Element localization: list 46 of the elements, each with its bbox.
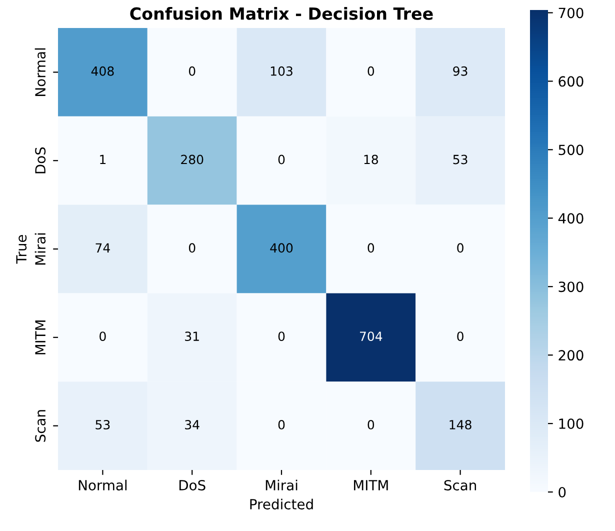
data-label: 0: [457, 332, 464, 342]
data-label: 0: [368, 243, 374, 253]
data-label: 0: [188, 243, 196, 253]
data-label: 704: [360, 332, 382, 342]
color-bar-label: 0: [558, 486, 566, 498]
color-bar-label: 400: [558, 213, 584, 224]
y-tick-label: DoS: [35, 147, 46, 174]
data-label: 0: [278, 420, 285, 430]
color-bar-label: 300: [558, 282, 584, 292]
data-label: 0: [368, 420, 374, 430]
data-label: 0: [188, 66, 196, 76]
data-label: 103: [270, 66, 292, 76]
data-label: 31: [185, 332, 199, 342]
x-tick-label: DoS: [179, 480, 206, 490]
data-label: 0: [278, 332, 285, 342]
data-label: 74: [96, 243, 110, 252]
color-bar-label: 200: [558, 350, 584, 361]
data-label: 93: [453, 66, 468, 76]
y-tick-label: MITM: [35, 320, 46, 354]
data-label: 1: [100, 154, 106, 164]
chart-title: Confusion Matrix - Decision Tree: [130, 7, 433, 20]
data-label: 18: [364, 154, 378, 164]
data-label: 53: [453, 154, 468, 164]
data-label: 280: [181, 154, 204, 164]
x-tick-label: Normal: [78, 480, 127, 490]
data-label: 53: [96, 420, 110, 430]
y-axis-title: True: [16, 234, 27, 264]
y-tick-label: Normal: [34, 48, 46, 96]
color-bar-label: 500: [558, 144, 584, 156]
data-label: 400: [270, 243, 293, 253]
data-label: 0: [100, 332, 106, 342]
data-label: 408: [91, 66, 114, 76]
x-tick-label: MITM: [354, 480, 388, 490]
y-tick-label: Scan: [35, 410, 46, 442]
data-label: 0: [457, 243, 464, 253]
color-bar-label: 100: [559, 418, 584, 430]
data-label: 0: [368, 66, 374, 76]
data-label: 148: [450, 420, 472, 430]
x-tick-label: Scan: [444, 480, 476, 490]
y-tick-label: Mirai: [34, 233, 46, 265]
x-axis-title: Predicted: [250, 498, 313, 510]
color-bar-label: 700: [558, 8, 584, 18]
x-tick-label: Mirai: [266, 480, 298, 490]
color-bar-label: 600: [558, 76, 584, 87]
data-label: 34: [185, 420, 200, 430]
data-label: 0: [278, 154, 285, 164]
